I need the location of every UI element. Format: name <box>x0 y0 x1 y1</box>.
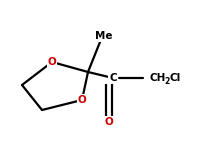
Text: Cl: Cl <box>169 73 180 83</box>
Text: CH: CH <box>150 73 166 83</box>
Text: 2: 2 <box>164 76 169 86</box>
Text: C: C <box>109 73 117 83</box>
Text: Me: Me <box>95 31 113 41</box>
Text: O: O <box>48 57 56 67</box>
Text: O: O <box>78 95 86 105</box>
Text: O: O <box>105 117 113 127</box>
